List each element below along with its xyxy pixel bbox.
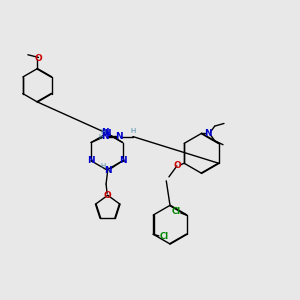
Text: N: N [101, 132, 109, 141]
Text: N: N [104, 166, 112, 175]
Text: N: N [87, 156, 95, 165]
Text: N: N [103, 129, 111, 138]
Text: H: H [101, 129, 106, 135]
Text: H: H [100, 163, 106, 169]
Text: O: O [34, 54, 42, 63]
Text: O: O [104, 191, 112, 200]
Text: N: N [119, 156, 127, 165]
Text: H: H [98, 134, 104, 140]
Text: H: H [130, 128, 136, 134]
Text: Cl: Cl [171, 207, 181, 216]
Text: N: N [204, 129, 212, 138]
Text: Cl: Cl [159, 232, 168, 242]
Text: N: N [102, 128, 109, 137]
Text: N: N [115, 132, 123, 141]
Text: O: O [173, 161, 181, 170]
